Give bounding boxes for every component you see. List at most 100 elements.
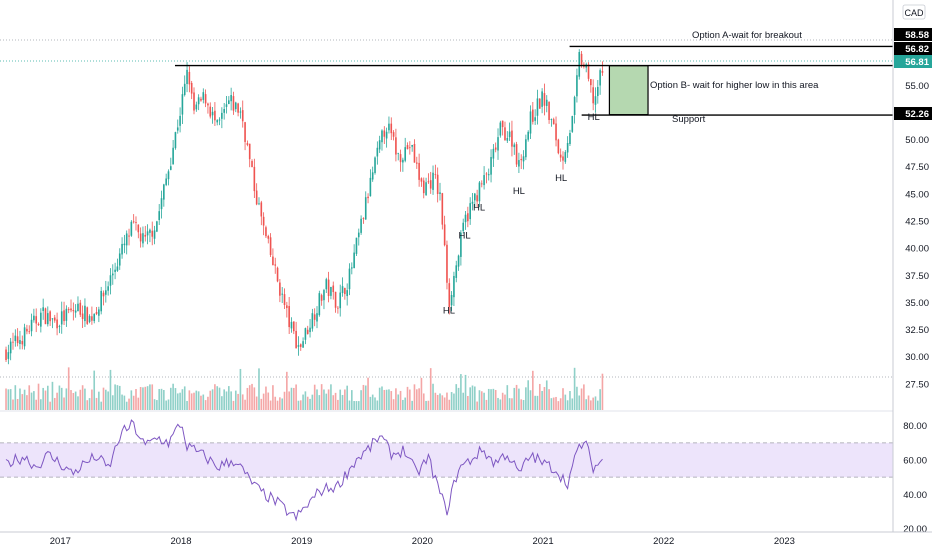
candle-body [7,352,10,359]
candle-body [246,143,249,145]
candle-body [367,196,369,199]
volume-bar [460,374,462,410]
candle-body [79,302,82,315]
higher-low-area-box[interactable] [608,65,649,116]
candle-body [279,282,281,296]
candle-body [492,148,495,159]
time-tick-label: 2017 [50,536,71,547]
volume-bar [518,388,520,410]
candle-body [596,86,599,97]
candle-body [344,287,346,295]
currency-badge[interactable] [902,4,926,20]
candle-body [183,83,186,95]
candle-body [60,311,63,325]
candle-body [320,295,323,301]
volume-bar [88,398,91,410]
candle-body [176,127,179,131]
volume-bar [464,374,467,410]
price-axis[interactable]: CAD 27.50 30.00 32.50 35.00 37.50 40.00 42.50 4… [892,0,932,535]
candle-body [337,307,339,309]
volume-bar [109,369,112,410]
volume-bar [545,380,548,410]
volume-bar [239,368,242,410]
candle-body [105,290,107,295]
volume-bar [339,389,342,410]
volume-bar [348,400,351,410]
volume-bar [281,398,284,410]
candle-body [33,315,35,321]
price-tick-label: 55.00 [905,81,929,92]
volume-bar [334,392,337,410]
candle-body [508,131,511,138]
drawings: Option A-wait for breakout Option B- wai… [174,30,893,125]
candle-body [35,316,38,324]
hl-label: HL [473,202,485,213]
price-tick-label: 30.00 [905,352,929,363]
volume-bar [274,396,277,410]
volume-bar [436,394,439,410]
candle-body [49,311,51,322]
candle-body [420,178,423,182]
volume-bar [580,388,583,410]
candle-body [232,96,235,111]
volume-bar [200,395,202,410]
volume-bar [448,399,451,410]
candle-body [534,117,536,121]
volume-bar [462,392,465,410]
candle-body [42,307,44,311]
candle-body [167,171,170,180]
volume-bar [578,395,581,410]
volume-bar [450,392,453,410]
candle-body [111,273,114,276]
candle-body [413,143,416,163]
candle-body [362,218,365,219]
volume-bar [135,388,137,410]
volume-bar [392,399,395,410]
option-a-label: Option A-wait for breakout [692,30,802,41]
candle-body [332,285,335,293]
candle-body [360,218,362,233]
volume-bar [457,387,460,410]
volume-bar [230,391,232,410]
volume-bar [116,385,119,410]
candle-body [446,244,448,283]
volume-bar [499,399,502,410]
candle-body [149,229,151,233]
candle-body [580,53,583,66]
candle-body [63,310,65,322]
volume-bar [84,388,86,410]
hl-label: HL [555,173,567,184]
volume-bar [195,390,198,410]
candle-body [56,319,58,329]
volume-bar [169,387,172,410]
currency-label: CAD [904,8,924,18]
rsi-tick-label: 80.00 [903,421,927,432]
candle-body [346,290,348,297]
candle-body [237,103,239,113]
volume-bar [91,389,93,410]
candle-body [88,316,91,322]
volume-bar [123,395,126,410]
candle-body [30,319,33,332]
volume-bar [118,385,121,410]
volume-bar [190,393,193,410]
volume-bar [42,387,44,410]
candle-body [327,279,330,297]
candle-body [402,159,404,163]
price-tick-label: 42.50 [905,217,929,228]
volume-bar [186,400,188,410]
candle-body [348,268,351,290]
candle-body [23,327,26,347]
candle-body [67,309,70,311]
price-pane-background [0,0,893,411]
price-tick-label: 32.50 [905,325,929,336]
volume-bar [409,389,411,410]
volume-bar [102,387,105,410]
time-axis[interactable]: 2017 2018 2019 2020 2021 2022 2023 [0,531,932,547]
volume-bar [158,389,161,410]
candle-body [74,310,77,313]
candle-body [276,267,279,282]
price-pane: Option A-wait for breakout Option B- wai… [0,0,893,411]
volume-bar [58,385,61,410]
volume-bar [522,400,525,410]
